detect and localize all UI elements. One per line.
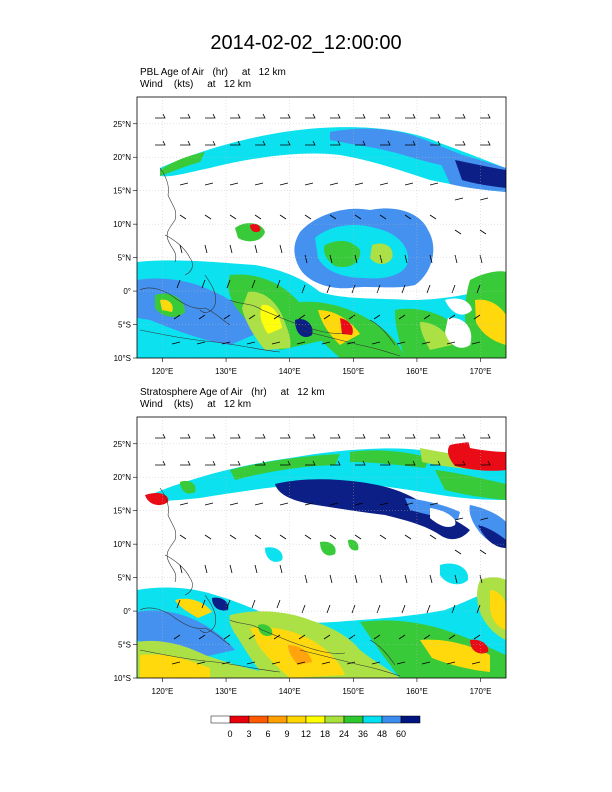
- panel-2-coastlines: [139, 487, 401, 677]
- colorbar-label: 0: [227, 729, 232, 739]
- panel-2-field: [137, 437, 506, 678]
- colorbar-swatch: [305, 715, 326, 724]
- page-title: 2014-02-02_12:00:00: [210, 32, 402, 54]
- panel-2-lat-label: 5°S: [118, 641, 131, 650]
- panel-2-lat-label: 5°N: [118, 574, 132, 583]
- colorbar-swatch: [400, 715, 421, 724]
- panel-1-lon-label: 160°E: [406, 367, 428, 376]
- panel-2-lon-label: 170°E: [470, 687, 492, 696]
- colorbar-label: 3: [246, 729, 251, 739]
- panel-1-wind-barbs: [155, 113, 491, 345]
- panel-1-lon-label: 150°E: [342, 367, 364, 376]
- colorbar-label: 36: [358, 729, 368, 739]
- panel-2-lon-label: 160°E: [406, 687, 428, 696]
- colorbar-swatch: [324, 715, 345, 724]
- panel-1-lat-label: 5°N: [118, 254, 132, 263]
- panel-2-lon-label: 130°E: [215, 687, 237, 696]
- colorbar-swatch: [362, 715, 383, 724]
- colorbar-label: 48: [377, 729, 387, 739]
- colorbar-label: 18: [320, 729, 330, 739]
- panel-1-lat-label: 20°N: [113, 153, 131, 162]
- panel-2-lat-label: 20°N: [113, 473, 131, 482]
- colorbar-label: 9: [284, 729, 289, 739]
- panel-1-wind-label: Wind (kts) at 12 km: [140, 79, 252, 90]
- panel-2-lon-label: 140°E: [279, 687, 301, 696]
- panel-2-wind-label: Wind (kts) at 12 km: [140, 399, 252, 410]
- panel-1-lat-label: 25°N: [113, 120, 131, 129]
- panel-2-lon-label: 150°E: [342, 687, 364, 696]
- panel-1-lat-label: 10°S: [114, 354, 131, 363]
- panel-2-map: [137, 433, 506, 678]
- panel-1-map: [137, 113, 506, 358]
- colorbar-label: 6: [265, 729, 270, 739]
- panel-1-lat-label: 0°: [123, 287, 131, 296]
- panel-1-lon-label: 130°E: [215, 367, 237, 376]
- panel-1-axis-ticks: 25°N 20°N 15°N 10°N 5°N 0° 5°S 10°S 120°E 130°E 14…: [113, 120, 491, 376]
- colorbar-label: 60: [396, 729, 406, 739]
- panel-2-lat-label: 25°N: [113, 440, 131, 449]
- panel-1-lat-label: 15°N: [113, 187, 131, 196]
- panel-2-wind-barbs: [155, 433, 491, 665]
- panel-1-field: [137, 127, 506, 358]
- panel-1-lat-label: 10°N: [113, 220, 131, 229]
- panel-2-lat-label: 0°: [123, 607, 131, 616]
- panel-2-lat-label: 10°N: [113, 540, 131, 549]
- colorbar-swatch: [248, 715, 269, 724]
- panel-2-frame: [136, 416, 507, 679]
- colorbar-swatch: [267, 715, 288, 724]
- colorbar-label: 24: [339, 729, 349, 739]
- panel-1-frame: [136, 96, 507, 359]
- panel-2-lon-label: 120°E: [152, 687, 174, 696]
- panel-2-lat-label: 15°N: [113, 507, 131, 516]
- colorbar-swatch: [343, 715, 364, 724]
- panel-2-axis-ticks: 25°N 20°N 15°N 10°N 5°N 0° 5°S 10°S 120°E 130°E 14…: [113, 440, 491, 696]
- panel-1-coastlines: [139, 167, 401, 357]
- panel-1-lat-label: 5°S: [118, 321, 131, 330]
- panel-1-lon-label: 120°E: [152, 367, 174, 376]
- colorbar: 0 3 6 9 12 18 24 36 48 60: [210, 715, 421, 739]
- panel-2-field-label: Stratosphere Age of Air (hr) at 12 km: [140, 387, 325, 398]
- panel-1-lon-label: 140°E: [279, 367, 301, 376]
- colorbar-swatch: [210, 715, 231, 724]
- panel-1-lon-label: 170°E: [470, 367, 492, 376]
- colorbar-swatch: [229, 715, 250, 724]
- panel-1-field-label: PBL Age of Air (hr) at 12 km: [140, 67, 286, 78]
- colorbar-label: 12: [301, 729, 311, 739]
- panel-2-lat-label: 10°S: [114, 674, 131, 683]
- colorbar-swatch: [286, 715, 307, 724]
- colorbar-swatch: [381, 715, 402, 724]
